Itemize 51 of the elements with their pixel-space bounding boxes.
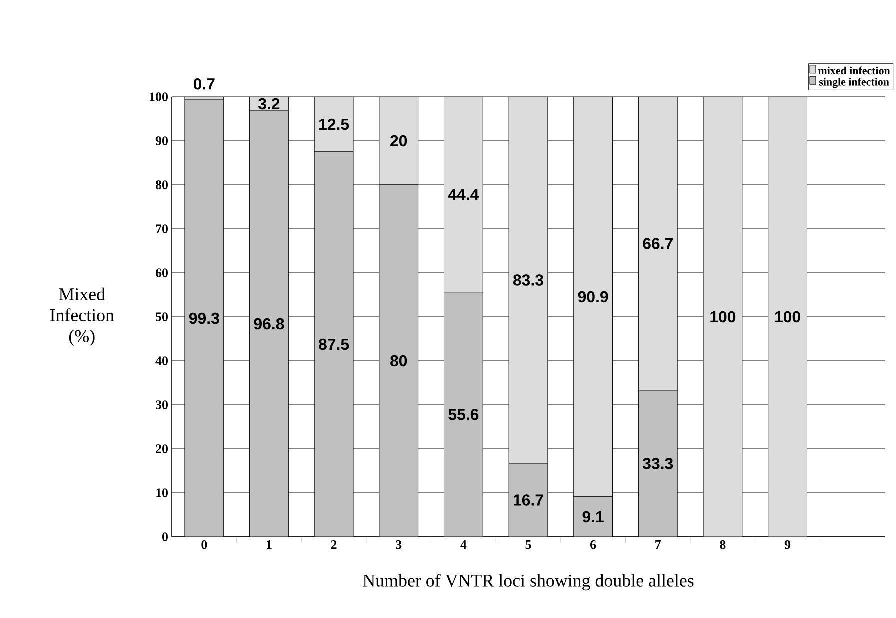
y-tick-label: 30 (156, 400, 168, 410)
data-label: 87.5 (319, 338, 350, 350)
bar (638, 390, 678, 537)
bar (444, 292, 484, 537)
y-tick-label: 40 (156, 356, 168, 366)
data-label: 33.3 (642, 458, 674, 470)
legend-label: single infection (819, 78, 890, 88)
y-tick-label: 0 (162, 532, 168, 542)
bar (184, 100, 224, 537)
data-label: 44.4 (448, 189, 480, 200)
bar (250, 110, 289, 537)
data-label: 100 (710, 311, 736, 323)
x-tick-label: 5 (526, 540, 532, 550)
data-label: 3.2 (258, 98, 280, 110)
y-tick-label: 60 (156, 268, 168, 278)
data-label: 20 (390, 135, 408, 147)
bar (508, 463, 548, 537)
data-label: 66.7 (643, 238, 673, 250)
data-label: 99.3 (189, 312, 220, 324)
bar (314, 152, 354, 537)
data-label: 16.7 (514, 494, 544, 506)
x-tick-label: 8 (720, 540, 726, 550)
data-label: 9.1 (582, 511, 604, 523)
y-tick-label: 70 (156, 224, 168, 234)
x-tick-label: 7 (656, 540, 662, 549)
bar (379, 184, 419, 537)
x-tick-label: 6 (590, 540, 596, 550)
data-label: 0.7 (194, 78, 215, 90)
data-label: 83.3 (513, 274, 544, 286)
x-tick-label: 0 (202, 540, 208, 550)
x-tick-label: 2 (331, 540, 337, 550)
data-label: 55.6 (448, 409, 479, 420)
y-tick-label: 90 (156, 136, 168, 146)
y-tick-label: 50 (156, 312, 168, 322)
data-label: 80 (390, 355, 408, 367)
y-axis-title: Mixed Infection (%) (50, 288, 114, 346)
x-tick-label: 4 (460, 540, 467, 550)
y-tick-label: 100 (150, 92, 168, 102)
y-tick-label: 80 (156, 180, 168, 190)
x-tick-label: 3 (396, 540, 402, 550)
x-axis-title: Number of VNTR loci showing double alleles (363, 574, 694, 591)
data-label: 90.9 (578, 291, 608, 303)
data-label: 100 (775, 311, 800, 323)
legend-label: mixed infection (818, 66, 890, 75)
y-tick-label: 10 (156, 488, 168, 498)
data-label: 96.8 (254, 318, 284, 330)
y-tick-label: 20 (156, 444, 168, 454)
bar (574, 496, 614, 537)
data-label: 12.5 (320, 118, 350, 130)
x-tick-label: 1 (267, 540, 272, 550)
x-tick-label: 9 (784, 540, 791, 550)
